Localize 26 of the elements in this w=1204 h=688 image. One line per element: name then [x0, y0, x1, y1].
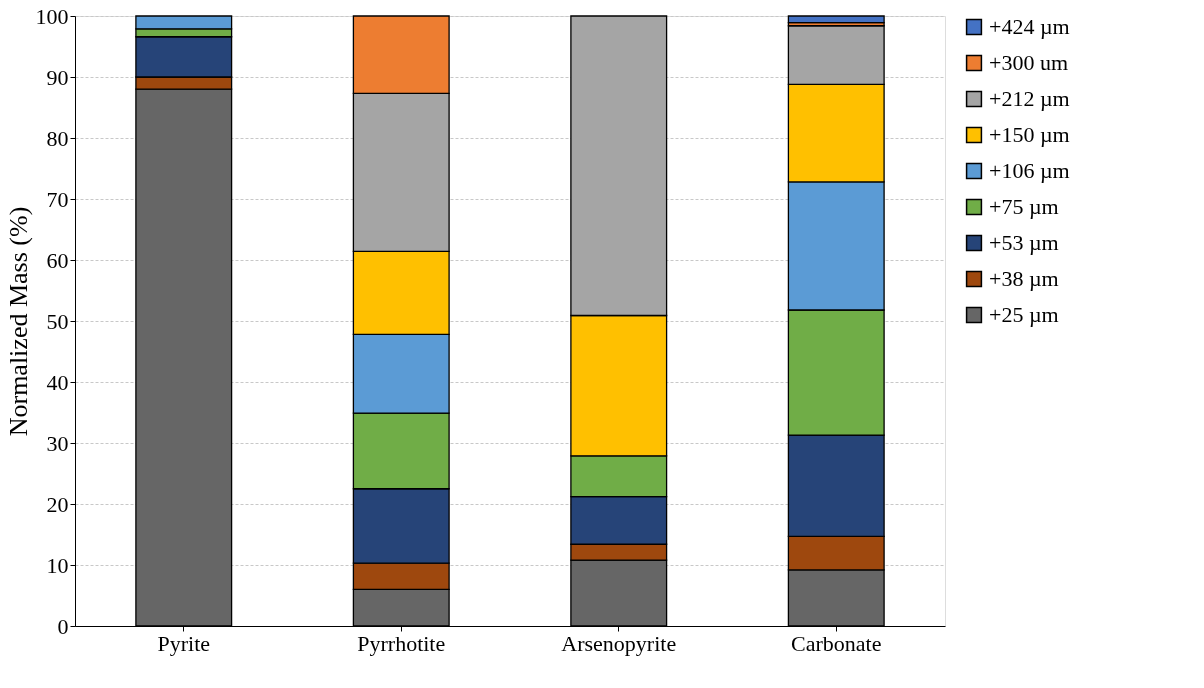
legend-label: +53 µm [989, 230, 1059, 255]
legend-label: +424 µm [989, 14, 1070, 39]
y-tick-label: 10 [46, 552, 69, 578]
y-tick-label: 40 [46, 369, 69, 395]
y-tick-label: 0 [57, 613, 69, 639]
y-tick-label: 70 [46, 186, 69, 212]
legend-label: +75 µm [989, 194, 1059, 219]
y-tick-label: 60 [46, 247, 69, 273]
y-tick-label: 90 [46, 64, 69, 90]
x-tick-label: Arsenopyrite [561, 630, 677, 656]
x-tick-label: Carbonate [791, 630, 882, 656]
legend-label: +212 µm [989, 86, 1070, 111]
y-tick-label: 100 [35, 3, 69, 29]
x-tick-label: Pyrrhotite [357, 630, 446, 656]
y-tick-label: 20 [46, 491, 69, 517]
legend-label: +106 µm [989, 158, 1070, 183]
legend-label: +300 um [989, 50, 1069, 75]
y-tick-label: 80 [46, 125, 69, 151]
y-axis-title: Normalized Mass (%) [3, 206, 33, 437]
bar [787, 15, 885, 24]
x-tick-label: Pyrite [157, 630, 211, 656]
legend-label: +25 µm [989, 302, 1059, 327]
legend-label: +150 µm [989, 122, 1070, 147]
y-tick-label: 50 [46, 308, 69, 334]
legend-label: +38 µm [989, 266, 1059, 291]
y-tick-label: 30 [46, 430, 69, 456]
